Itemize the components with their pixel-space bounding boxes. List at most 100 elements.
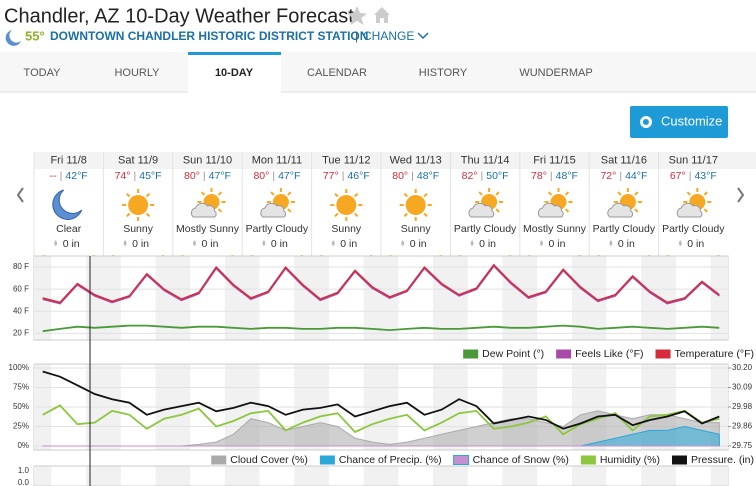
- legend-swatch: [463, 349, 479, 359]
- active-tab-indicator: [188, 52, 281, 55]
- low-temp: 50°F: [486, 170, 508, 182]
- prev-arrow[interactable]: [16, 187, 24, 203]
- drop-icon: [470, 240, 474, 246]
- y-tick-label: 0.0: [18, 478, 30, 486]
- star-icon[interactable]: [347, 6, 367, 25]
- night-band: [363, 256, 399, 340]
- sun-ray: [354, 212, 359, 218]
- tab[interactable]: HISTORY: [419, 67, 468, 79]
- sun-ray: [126, 192, 131, 198]
- cloud-icon: [537, 202, 564, 218]
- temp-separator: |: [550, 170, 553, 182]
- day-temps: 72° | 44°F: [600, 170, 647, 182]
- low-temp: 45°F: [139, 170, 161, 182]
- legend-swatch: [556, 349, 572, 359]
- legend-label: Temperature (°F): [675, 348, 754, 360]
- drop-icon: [401, 240, 405, 246]
- high-temp: 80°: [392, 170, 408, 182]
- precip: 0 in: [271, 238, 288, 250]
- station-name[interactable]: DOWNTOWN CHANDLER HISTORIC DISTRICT STAT…: [50, 29, 368, 43]
- low-temp: 46°F: [347, 170, 369, 182]
- next-arrow[interactable]: [737, 187, 745, 203]
- day-temps: 77° | 46°F: [323, 170, 370, 182]
- day-temps: 82° | 50°F: [462, 170, 509, 182]
- legend-swatch: [580, 455, 596, 465]
- precip: 0 in: [410, 238, 427, 250]
- y2-tick-label: 30.09: [732, 383, 753, 392]
- drop-icon: [193, 240, 196, 246]
- drop-icon: [123, 240, 127, 246]
- sun-ray: [423, 192, 428, 198]
- content: TODAY HOURLY 10-DAY CALENDAR HISTORY WUNDERMA…: [9, 52, 756, 486]
- y2-tick-label: 29.86: [732, 422, 753, 431]
- condition: Partly Cloudy: [454, 223, 517, 235]
- sun-ray: [217, 191, 223, 196]
- sun: [336, 195, 357, 215]
- day-date: Sat 11/16: [601, 154, 647, 166]
- temp-separator: |: [272, 170, 275, 182]
- sun-ray: [423, 212, 428, 218]
- high-temp: 67°: [670, 170, 686, 182]
- tab[interactable]: HOURLY: [114, 67, 160, 79]
- sun-ray: [703, 191, 708, 196]
- condition: Sunny: [123, 223, 154, 235]
- sun-ray: [495, 208, 500, 213]
- tab[interactable]: WUNDERMAP: [519, 67, 592, 79]
- customize-button[interactable]: [630, 106, 728, 138]
- night-band: [224, 466, 260, 486]
- y-tick-label: 40 F: [13, 306, 29, 315]
- cloud-icon: [607, 202, 634, 218]
- sun-ray: [217, 208, 223, 213]
- legend-swatch: [319, 455, 335, 465]
- day-date: Sat 11/9: [118, 154, 158, 166]
- temp-separator: |: [134, 170, 137, 182]
- day-date: Sun 11/17: [669, 154, 718, 166]
- y-tick-label: 0%: [17, 441, 29, 450]
- sun-ray: [703, 208, 708, 213]
- day-temps: 80° | 48°F: [392, 170, 439, 182]
- low-temp: 48°F: [417, 170, 439, 182]
- tab[interactable]: 10-DAY: [215, 67, 254, 79]
- high-temp: 80°: [184, 170, 200, 182]
- low-temp: 44°F: [625, 170, 647, 182]
- y-tick-label: 1.0: [18, 466, 30, 475]
- tab[interactable]: TODAY: [24, 67, 62, 79]
- condition: Sunny: [331, 223, 362, 235]
- precip: 0 in: [340, 238, 357, 250]
- home-icon[interactable]: [374, 7, 390, 23]
- date-row: [34, 152, 756, 169]
- active-tab: [188, 52, 281, 93]
- precip: 0 in: [549, 238, 566, 250]
- day-date: Fri 11/8: [50, 154, 86, 166]
- y-tick-label: 25%: [13, 422, 29, 431]
- line-series: [42, 370, 720, 430]
- precip: 0 in: [479, 238, 496, 250]
- y-tick-label: 75%: [13, 383, 29, 392]
- legend-label: Feels Like (°F): [575, 348, 643, 360]
- sun-ray: [564, 191, 570, 196]
- y2-tick-label: 30.20: [732, 363, 753, 372]
- sun-ray: [547, 191, 553, 196]
- night-band: [710, 466, 728, 486]
- night-band: [86, 466, 121, 486]
- page-title: Chandler, AZ 10-Day Weather Forecast: [4, 5, 354, 27]
- y2-tick-label: 29.75: [732, 441, 753, 450]
- y-tick-label: 100%: [9, 363, 29, 372]
- high-temp: 78°: [531, 170, 547, 182]
- sun-ray: [617, 191, 622, 196]
- cloud-icon: [190, 202, 217, 218]
- low-temp: 47°F: [209, 170, 231, 182]
- gear-icon: [640, 116, 653, 128]
- sun-ray: [354, 192, 359, 198]
- night-band: [710, 256, 728, 340]
- high-temp: 77°: [323, 170, 339, 182]
- legend-swatch: [211, 455, 227, 465]
- customize-label[interactable]: Customize: [661, 113, 722, 128]
- legend-swatch: [655, 349, 671, 359]
- tab[interactable]: CALENDAR: [307, 67, 367, 79]
- day-date: Tue 11/12: [322, 154, 370, 166]
- sun: [405, 195, 426, 215]
- change-link[interactable]: CHANGE: [363, 29, 414, 43]
- line-series: [42, 324, 720, 333]
- day-temps: 67° | 43°F: [670, 170, 717, 182]
